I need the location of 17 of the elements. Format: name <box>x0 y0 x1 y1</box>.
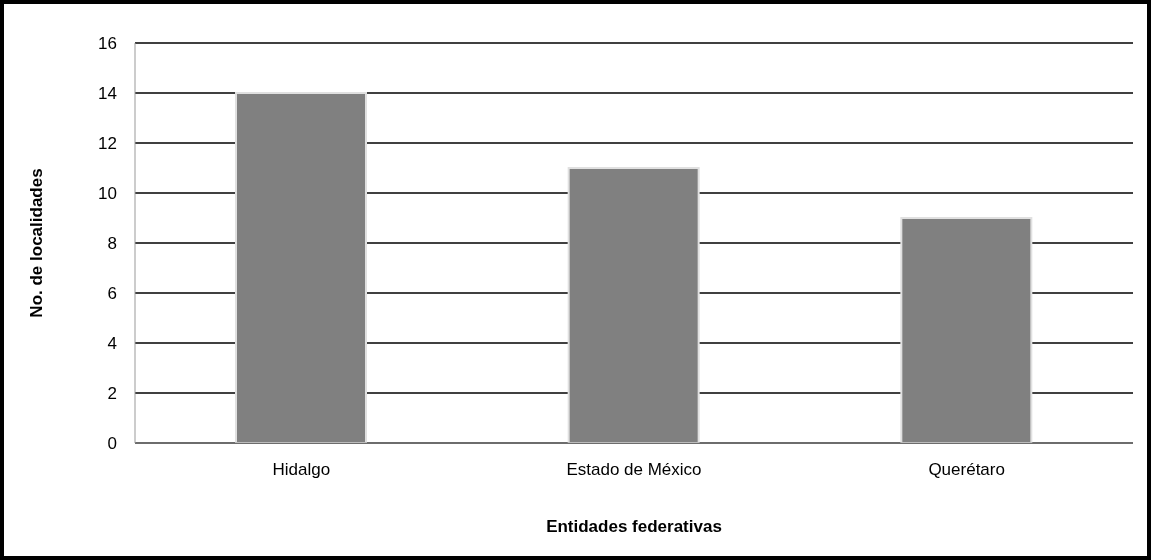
bar <box>235 92 367 443</box>
y-tick-label: 0 <box>107 434 117 454</box>
bar <box>900 217 1033 443</box>
y-tick-label: 16 <box>98 34 117 54</box>
y-axis-title: No. de localidades <box>27 168 47 318</box>
x-tick-label: Estado de México <box>566 460 702 480</box>
y-tick-label: 2 <box>107 384 117 404</box>
x-axis-title: Entidades federativas <box>546 517 722 536</box>
y-tick-label: 10 <box>98 184 117 204</box>
x-tick-label: Hidalgo <box>272 460 331 480</box>
y-tick-label: 8 <box>107 234 117 254</box>
y-tick-label: 14 <box>98 84 117 104</box>
y-tick-label: 4 <box>107 334 117 354</box>
y-tick-label: 6 <box>107 284 117 304</box>
x-tick-label: Querétaro <box>928 460 1005 480</box>
bar <box>567 167 700 443</box>
y-tick-label: 12 <box>98 134 117 154</box>
